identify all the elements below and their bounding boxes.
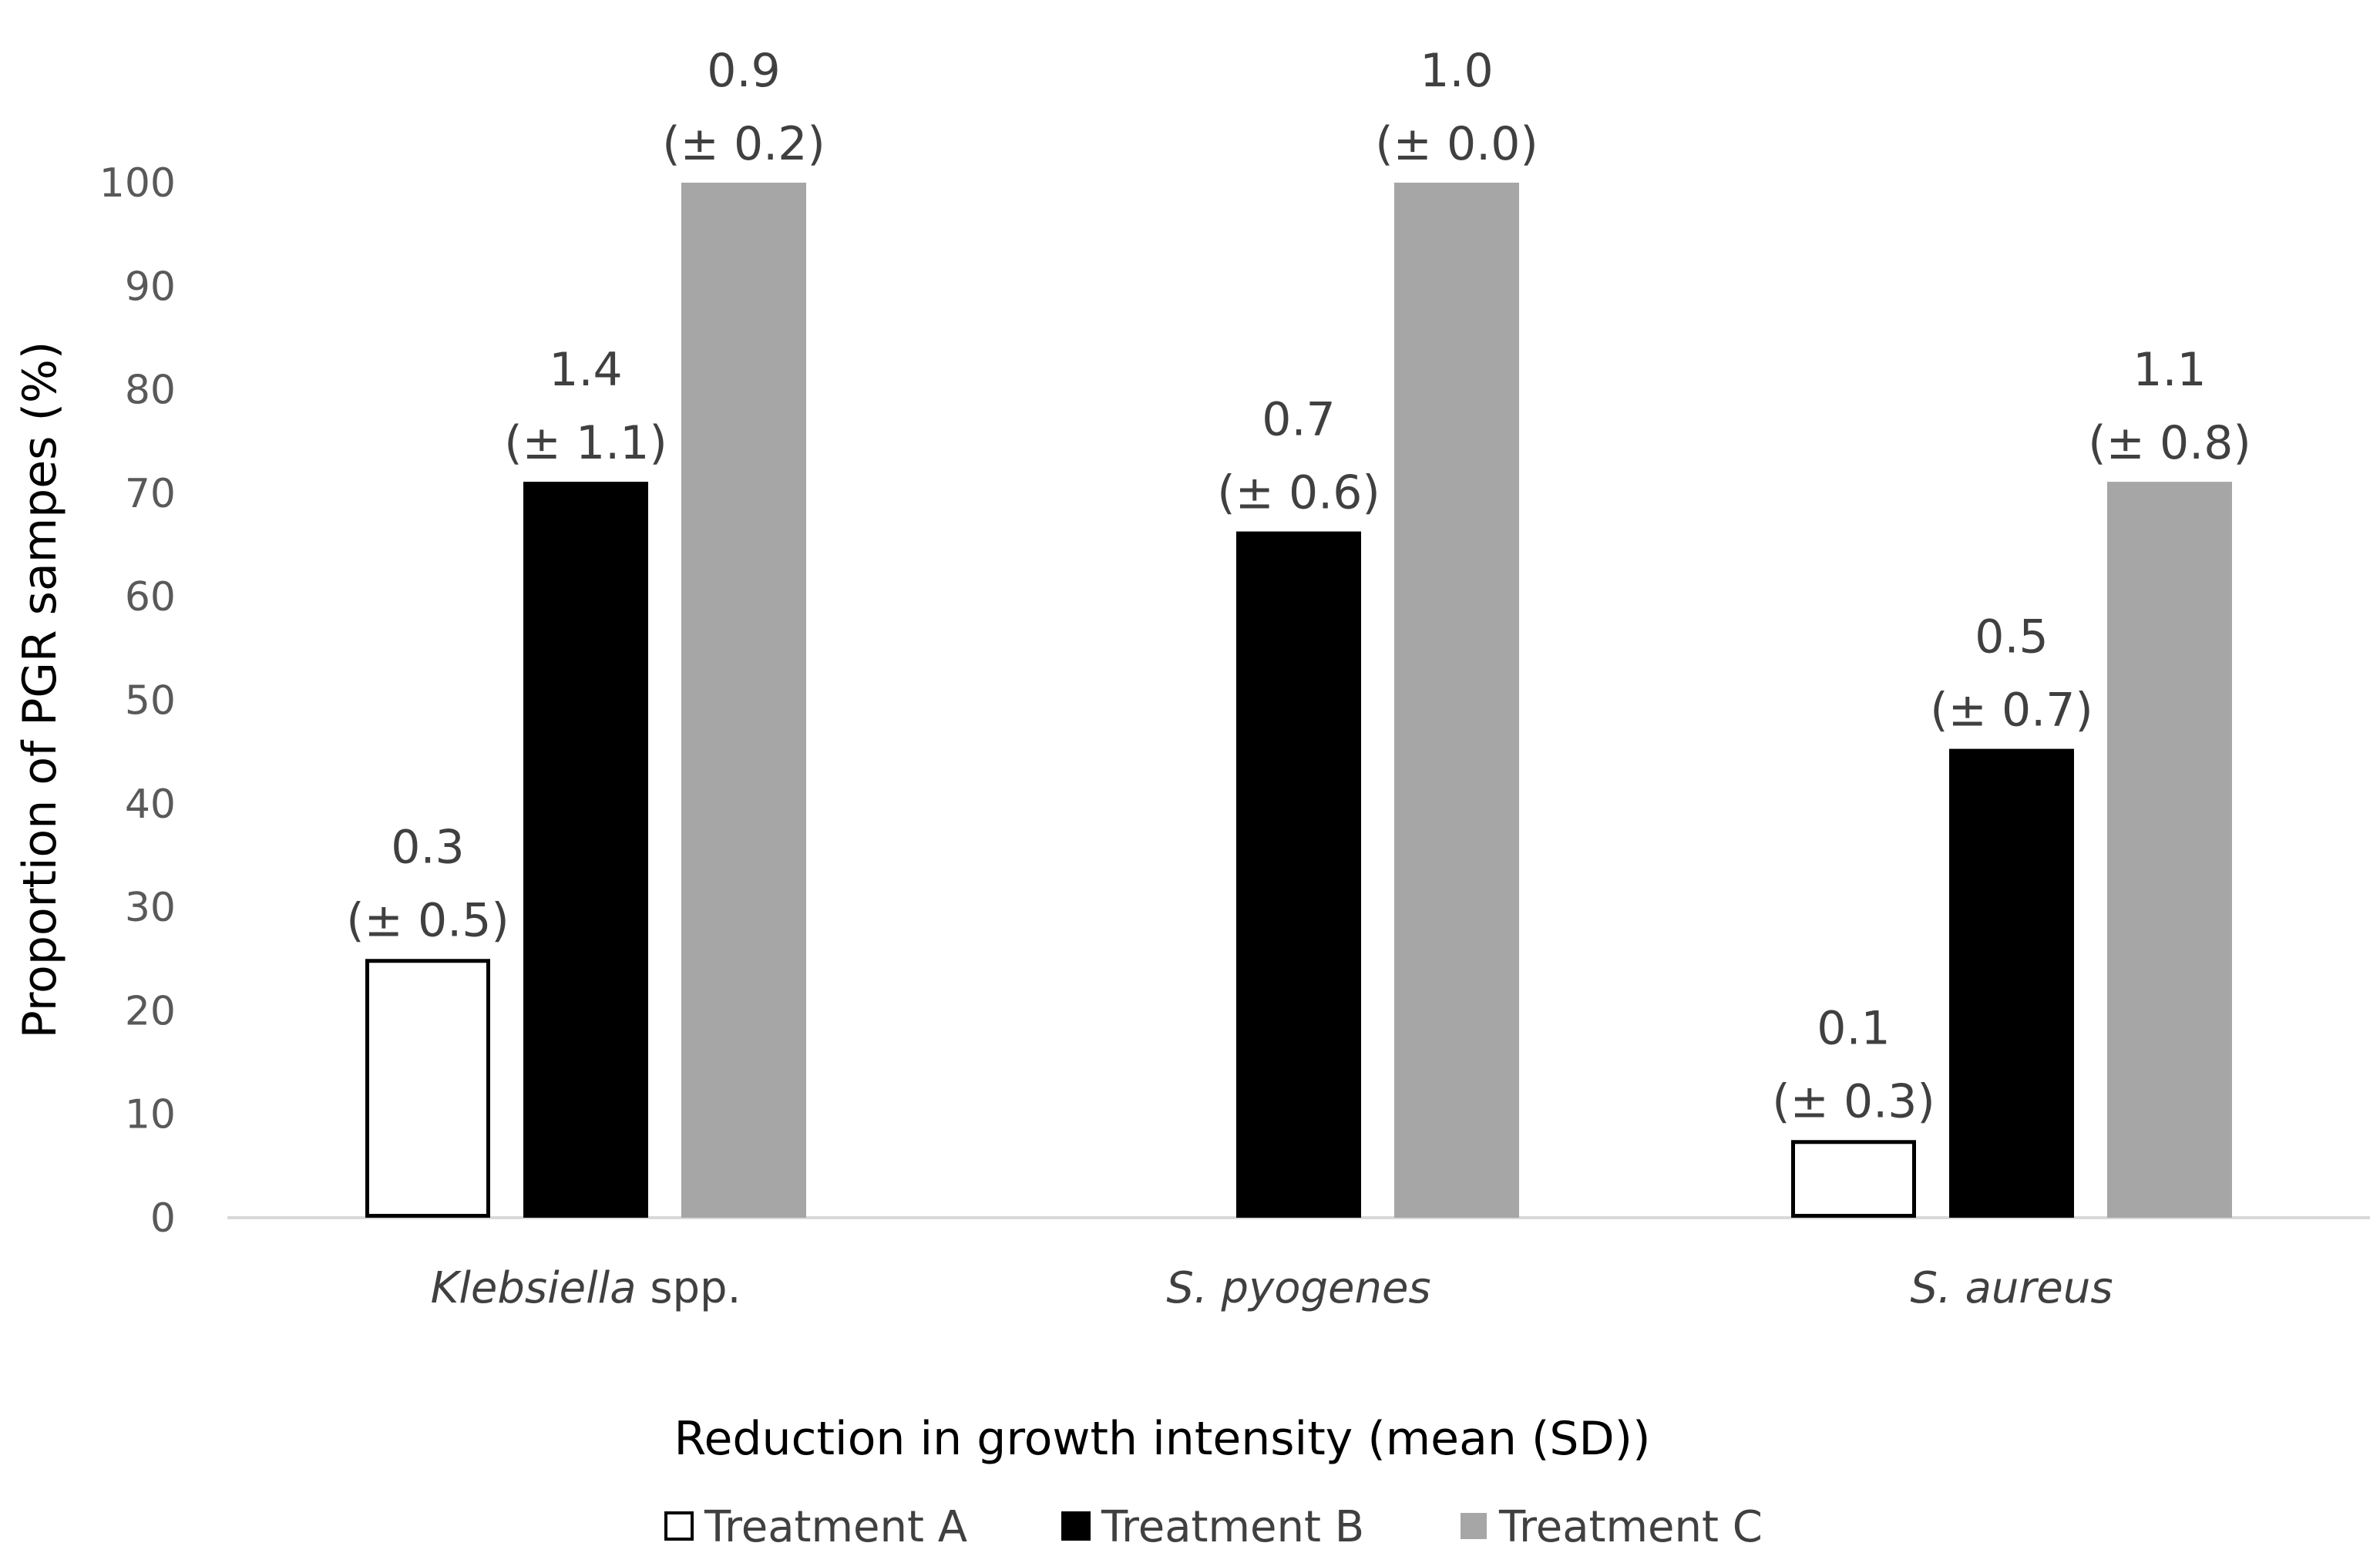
legend-swatch bbox=[1061, 1511, 1091, 1541]
y-tick-label: 10 bbox=[125, 1092, 176, 1138]
bar-treatment-a bbox=[1791, 1140, 1916, 1218]
data-label-sd: (± 0.5) bbox=[346, 893, 509, 947]
data-label-sd: (± 0.8) bbox=[2088, 416, 2251, 470]
y-tick-label: 60 bbox=[125, 574, 176, 620]
data-label-mean: 0.5 bbox=[1975, 610, 2048, 664]
y-axis-ticks: 0 10 20 30 40 50 60 70 80 90 100 bbox=[99, 160, 176, 1242]
bar-treatment-b bbox=[1949, 748, 2074, 1218]
y-axis-title: Proportion of PGR sampes (%) bbox=[13, 341, 67, 1039]
x-category-label: S. pyogenes bbox=[1166, 1263, 1430, 1313]
legend-label: Treatment B bbox=[1101, 1502, 1364, 1552]
data-label-mean: 1.4 bbox=[549, 343, 622, 397]
y-tick-label: 100 bbox=[99, 160, 176, 207]
y-tick-label: 20 bbox=[125, 988, 176, 1034]
data-label-mean: 0.1 bbox=[1817, 1001, 1890, 1055]
bar-treatment-b bbox=[1236, 531, 1361, 1218]
data-label-mean: 0.9 bbox=[707, 44, 780, 98]
bars bbox=[365, 183, 2232, 1218]
x-axis-title: Reduction in growth intensity (mean (SD)… bbox=[674, 1412, 1651, 1466]
data-label-mean: 1.1 bbox=[2133, 343, 2206, 397]
x-category-label: S. aureus bbox=[1910, 1263, 2113, 1313]
bar-treatment-c bbox=[1394, 183, 1519, 1218]
data-label-mean: 1.0 bbox=[1420, 44, 1493, 98]
category-labels: Klebsiella spp. S. pyogenes S. aureus bbox=[431, 1263, 2113, 1313]
y-tick-label: 80 bbox=[125, 368, 176, 414]
data-label-sd: (± 0.2) bbox=[662, 117, 825, 171]
y-tick-label: 40 bbox=[125, 782, 176, 828]
x-category-label: Klebsiella spp. bbox=[431, 1263, 741, 1313]
bar-treatment-b bbox=[523, 482, 648, 1218]
data-label-sd: (± 0.3) bbox=[1772, 1074, 1935, 1128]
legend-swatch bbox=[1461, 1513, 1487, 1539]
bar-treatment-a bbox=[365, 959, 490, 1218]
y-tick-label: 90 bbox=[125, 264, 176, 310]
bar-treatment-c bbox=[2107, 482, 2232, 1218]
data-label-sd: (± 1.1) bbox=[504, 416, 667, 470]
y-tick-label: 50 bbox=[125, 678, 176, 724]
data-label-mean: 0.3 bbox=[391, 820, 464, 874]
legend: Treatment A Treatment B Treatment C bbox=[664, 1502, 1763, 1552]
data-label-sd: (± 0.6) bbox=[1217, 466, 1380, 520]
bar-treatment-c bbox=[681, 183, 806, 1218]
y-tick-label: 30 bbox=[125, 885, 176, 931]
data-label-sd: (± 0.0) bbox=[1375, 117, 1538, 171]
y-tick-label: 0 bbox=[150, 1195, 176, 1242]
y-tick-label: 70 bbox=[125, 471, 176, 517]
data-labels: 0.3 (± 0.5) 0.1 (± 0.3) 1.4 (± 1.1) 0.7 (± 0.6)… bbox=[346, 44, 2251, 1128]
legend-label: Treatment A bbox=[704, 1502, 967, 1552]
data-label-mean: 0.7 bbox=[1262, 393, 1335, 447]
data-label-sd: (± 0.7) bbox=[1930, 684, 2093, 738]
legend-label: Treatment C bbox=[1498, 1502, 1763, 1552]
legend-swatch bbox=[664, 1511, 694, 1541]
